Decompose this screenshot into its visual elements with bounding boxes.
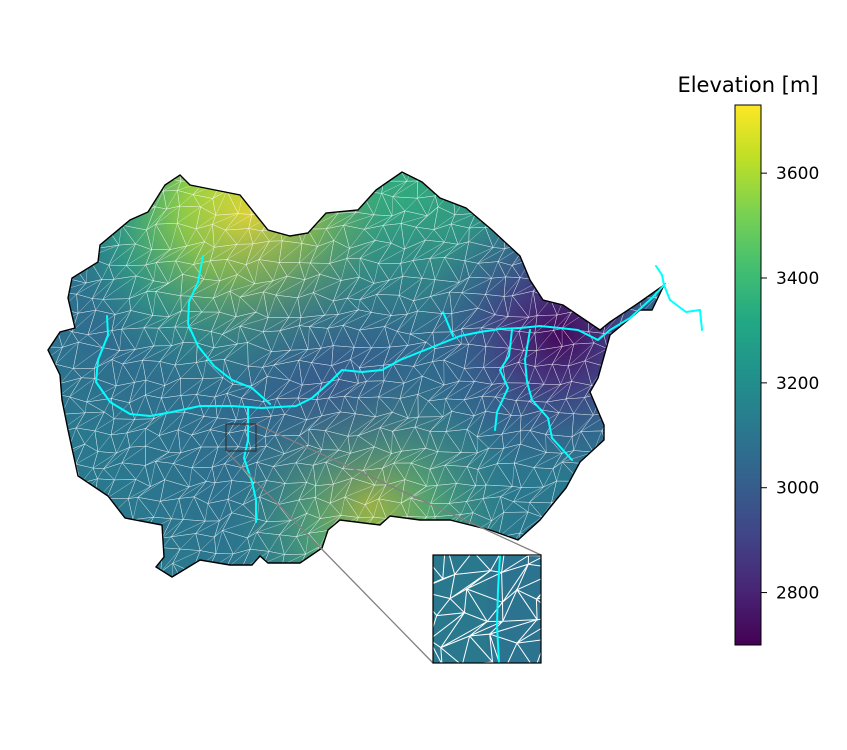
- inset-connector-line: [225, 450, 434, 664]
- tributary-east-1: [442, 311, 454, 337]
- inset-stream: [495, 555, 501, 663]
- stream-network: [95, 255, 703, 523]
- zoom-source-box: [225, 423, 257, 452]
- colorbar-title: Elevation [m]: [677, 73, 818, 97]
- tributary-north: [187, 255, 271, 405]
- main-channel: [95, 284, 665, 417]
- elevation-surface: [48, 172, 664, 577]
- colorbar-tick-label: 3600: [776, 164, 819, 184]
- tributary-east-3: [524, 329, 573, 461]
- colorbar-tick-label: 3400: [776, 269, 819, 289]
- colorbar-tick-label: 3000: [776, 479, 819, 499]
- inset-connector-line: [255, 423, 542, 556]
- outlet-channel: [663, 284, 703, 331]
- colorbar-tick-label: 3200: [776, 374, 819, 394]
- tributary-east-2: [494, 329, 513, 431]
- inset-panel: [433, 555, 541, 663]
- colorbar-gradient: [734, 104, 762, 646]
- colorbar: Elevation [m] 2800 3000 3200 3400 3600: [677, 73, 819, 646]
- colorbar-tick-label: 2800: [776, 584, 819, 604]
- outlet-branch: [655, 265, 665, 286]
- inset-zoom-group: [225, 423, 542, 664]
- tributary-south: [243, 407, 257, 523]
